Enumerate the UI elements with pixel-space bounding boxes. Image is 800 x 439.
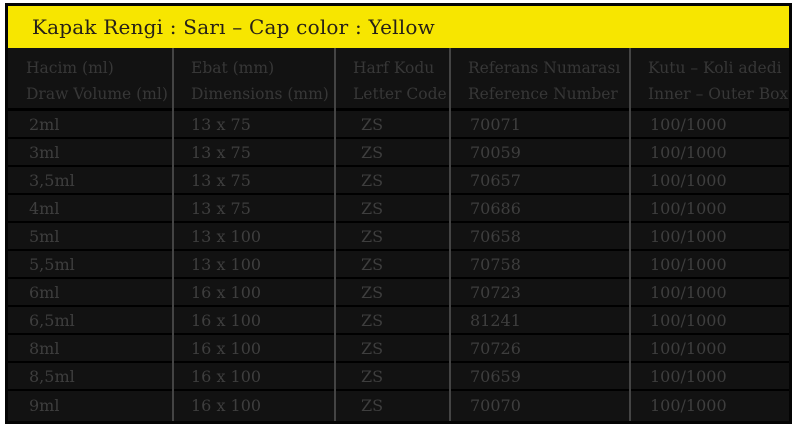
cell-letter-code: ZS bbox=[361, 226, 384, 246]
cell-dimensions: 16 x 100 bbox=[191, 310, 262, 330]
cell-reference: 70658 bbox=[470, 226, 521, 246]
cell-dimensions: 13 x 100 bbox=[191, 254, 262, 274]
title-bar: Kapak Rengi : Sarı – Cap color : Yellow bbox=[8, 6, 789, 48]
header-cell-reference: Referans Numarası Reference Number bbox=[450, 48, 630, 108]
cell-reference: 70070 bbox=[470, 395, 521, 415]
column-divider bbox=[629, 48, 631, 421]
cell-volume: 3ml bbox=[29, 142, 60, 162]
cell-box-count: 100/1000 bbox=[650, 142, 727, 162]
cell-reference: 70758 bbox=[470, 254, 521, 274]
cell-box-count: 100/1000 bbox=[650, 254, 727, 274]
cell-box-count: 100/1000 bbox=[650, 366, 727, 386]
product-spec-table: Kapak Rengi : Sarı – Cap color : Yellow … bbox=[5, 3, 792, 424]
table-row: 5ml 13 x 100 ZS 70658 100/1000 bbox=[8, 223, 789, 251]
page-title: Kapak Rengi : Sarı – Cap color : Yellow bbox=[32, 15, 435, 39]
cell-letter-code: ZS bbox=[361, 114, 384, 134]
cell-dimensions: 16 x 100 bbox=[191, 338, 262, 358]
cell-dimensions: 13 x 75 bbox=[191, 170, 251, 190]
cell-box-count: 100/1000 bbox=[650, 395, 727, 415]
cell-reference: 70059 bbox=[470, 142, 521, 162]
cell-reference: 70659 bbox=[470, 366, 521, 386]
table-row: 3,5ml 13 x 75 ZS 70657 100/1000 bbox=[8, 167, 789, 195]
column-divider bbox=[172, 48, 174, 421]
cell-dimensions: 13 x 100 bbox=[191, 226, 262, 246]
cell-box-count: 100/1000 bbox=[650, 226, 727, 246]
cell-volume: 8,5ml bbox=[29, 366, 75, 386]
cell-volume: 8ml bbox=[29, 338, 60, 358]
header-cell-letter-code: Harf Kodu Letter Code bbox=[335, 48, 450, 108]
header-label-tr: Hacim (ml) bbox=[26, 59, 114, 77]
cell-box-count: 100/1000 bbox=[650, 170, 727, 190]
header-label-tr: Kutu – Koli adedi bbox=[648, 59, 782, 77]
cell-dimensions: 16 x 100 bbox=[191, 366, 262, 386]
cell-volume: 3,5ml bbox=[29, 170, 75, 190]
cell-volume: 2ml bbox=[29, 114, 60, 134]
cell-reference: 70657 bbox=[470, 170, 521, 190]
cell-volume: 5,5ml bbox=[29, 254, 75, 274]
cell-volume: 4ml bbox=[29, 198, 60, 218]
table-row: 3ml 13 x 75 ZS 70059 100/1000 bbox=[8, 139, 789, 167]
table-row: 4ml 13 x 75 ZS 70686 100/1000 bbox=[8, 195, 789, 223]
cell-volume: 5ml bbox=[29, 226, 60, 246]
cell-letter-code: ZS bbox=[361, 254, 384, 274]
cell-box-count: 100/1000 bbox=[650, 338, 727, 358]
cell-reference: 70726 bbox=[470, 338, 521, 358]
cell-letter-code: ZS bbox=[361, 282, 384, 302]
cell-box-count: 100/1000 bbox=[650, 114, 727, 134]
cell-box-count: 100/1000 bbox=[650, 282, 727, 302]
table-row: 6,5ml 16 x 100 ZS 81241 100/1000 bbox=[8, 307, 789, 335]
cell-volume: 6ml bbox=[29, 282, 60, 302]
header-label-en: Draw Volume (ml) bbox=[26, 85, 168, 103]
cell-reference: 70686 bbox=[470, 198, 521, 218]
cell-dimensions: 13 x 75 bbox=[191, 142, 251, 162]
cell-letter-code: ZS bbox=[361, 142, 384, 162]
table-row: 6ml 16 x 100 ZS 70723 100/1000 bbox=[8, 279, 789, 307]
cell-reference: 81241 bbox=[470, 310, 521, 330]
table-body: 2ml 13 x 75 ZS 70071 100/1000 3ml 13 x 75 ZS 700… bbox=[8, 111, 789, 419]
cell-letter-code: ZS bbox=[361, 338, 384, 358]
cell-dimensions: 16 x 100 bbox=[191, 395, 262, 415]
header-cell-box-count: Kutu – Koli adedi Inner – Outer Box bbox=[630, 48, 789, 108]
header-label-en: Letter Code bbox=[353, 85, 447, 103]
column-divider bbox=[449, 48, 451, 421]
header-label-en: Inner – Outer Box bbox=[648, 85, 789, 103]
cell-box-count: 100/1000 bbox=[650, 310, 727, 330]
header-cell-volume: Hacim (ml) Draw Volume (ml) bbox=[8, 48, 173, 108]
cell-letter-code: ZS bbox=[361, 310, 384, 330]
cell-reference: 70723 bbox=[470, 282, 521, 302]
table-row: 8,5ml 16 x 100 ZS 70659 100/1000 bbox=[8, 363, 789, 391]
cell-volume: 9ml bbox=[29, 395, 60, 415]
cell-letter-code: ZS bbox=[361, 395, 384, 415]
table-row: 8ml 16 x 100 ZS 70726 100/1000 bbox=[8, 335, 789, 363]
header-cell-dimensions: Ebat (mm) Dimensions (mm) bbox=[173, 48, 335, 108]
header-label-en: Dimensions (mm) bbox=[191, 85, 329, 103]
cell-dimensions: 13 x 75 bbox=[191, 198, 251, 218]
cell-letter-code: ZS bbox=[361, 366, 384, 386]
header-label-en: Reference Number bbox=[468, 85, 618, 103]
header-label-tr: Harf Kodu bbox=[353, 59, 435, 77]
cell-reference: 70071 bbox=[470, 114, 521, 134]
header-label-tr: Ebat (mm) bbox=[191, 59, 275, 77]
cell-dimensions: 13 x 75 bbox=[191, 114, 251, 134]
table-row: 9ml 16 x 100 ZS 70070 100/1000 bbox=[8, 391, 789, 419]
table-row: 2ml 13 x 75 ZS 70071 100/1000 bbox=[8, 111, 789, 139]
header-label-tr: Referans Numarası bbox=[468, 59, 621, 77]
cell-dimensions: 16 x 100 bbox=[191, 282, 262, 302]
column-divider bbox=[334, 48, 336, 421]
table-row: 5,5ml 13 x 100 ZS 70758 100/1000 bbox=[8, 251, 789, 279]
cell-letter-code: ZS bbox=[361, 170, 384, 190]
cell-volume: 6,5ml bbox=[29, 310, 75, 330]
cell-box-count: 100/1000 bbox=[650, 198, 727, 218]
cell-letter-code: ZS bbox=[361, 198, 384, 218]
table-header: Hacim (ml) Draw Volume (ml) Ebat (mm) Di… bbox=[8, 48, 789, 111]
